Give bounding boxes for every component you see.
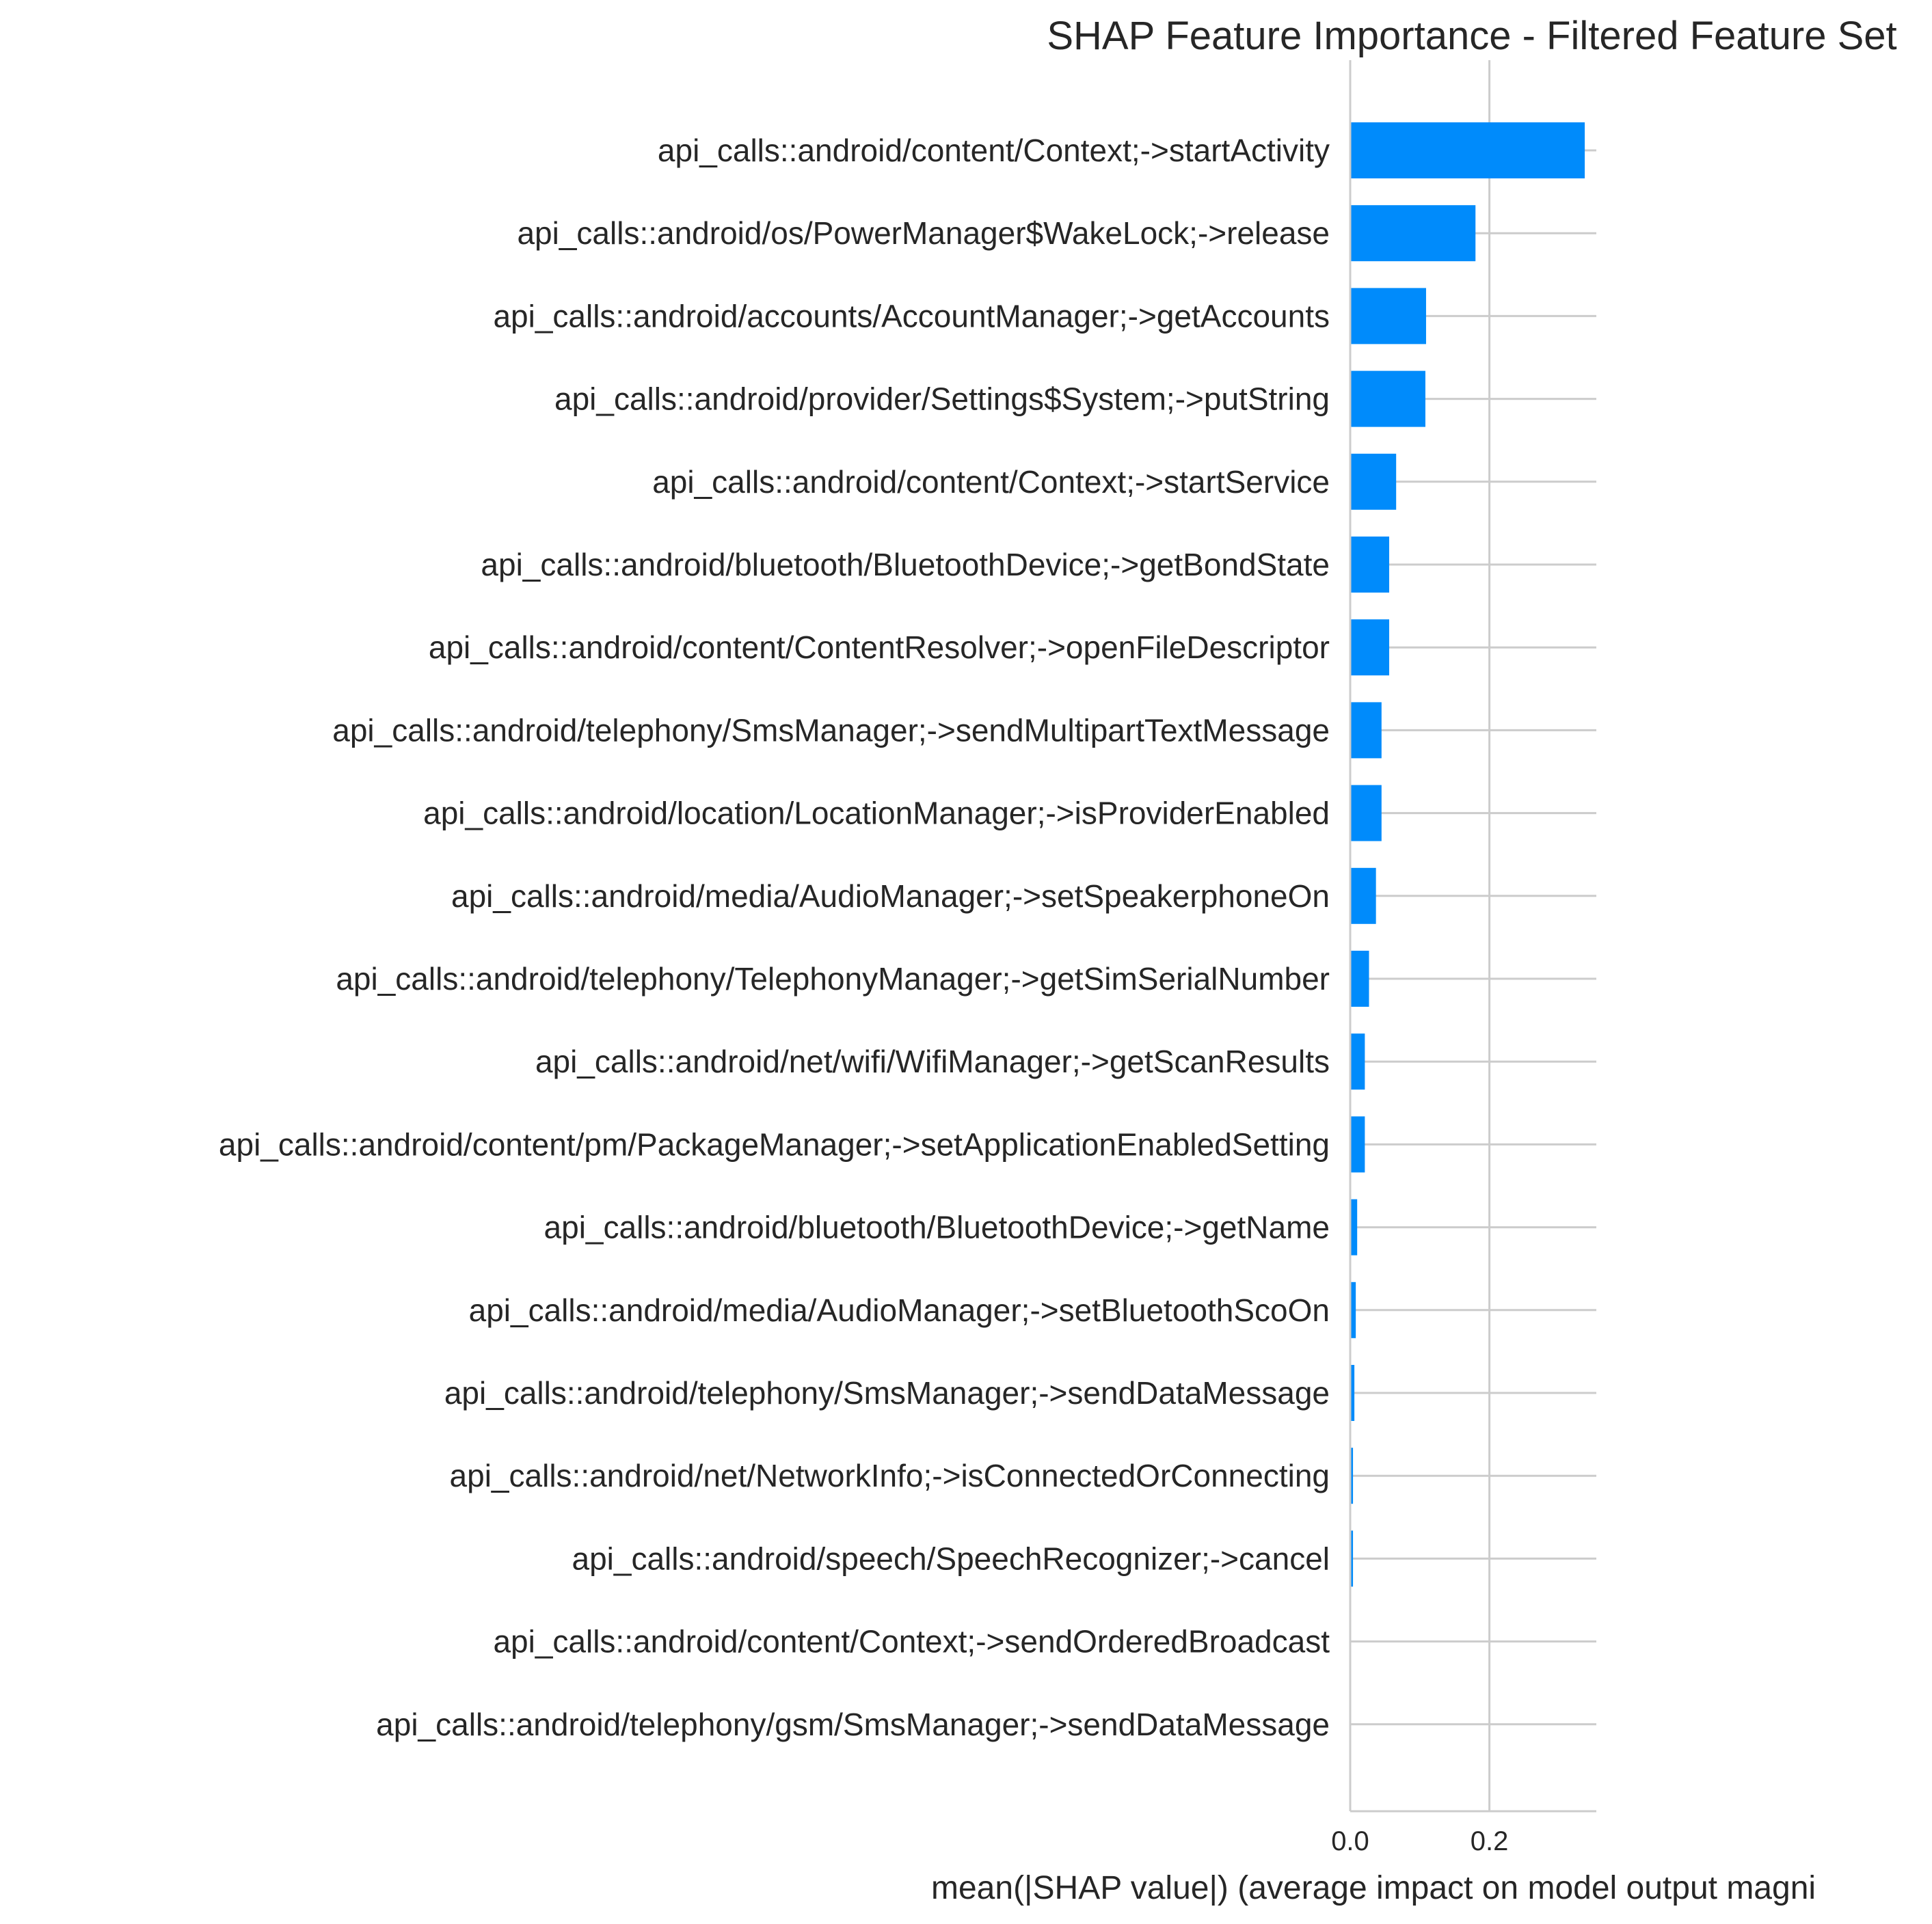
feature-label: api_calls::android/media/AudioManager;->… (451, 878, 1330, 914)
bar (1350, 122, 1585, 178)
feature-label: api_calls::android/telephony/SmsManager;… (444, 1375, 1330, 1411)
feature-label: api_calls::android/provider/Settings$Sys… (554, 381, 1330, 417)
chart-title: SHAP Feature Importance - Filtered Featu… (1047, 14, 1896, 58)
bar (1350, 1530, 1354, 1587)
feature-label: api_calls::android/telephony/SmsManager;… (332, 712, 1330, 748)
feature-label: api_calls::android/content/pm/PackageMan… (219, 1126, 1330, 1162)
bar (1350, 537, 1390, 593)
feature-label: api_calls::android/telephony/gsm/SmsMana… (376, 1707, 1330, 1742)
bar (1350, 1116, 1365, 1173)
feature-label: api_calls::android/media/AudioManager;->… (469, 1292, 1330, 1328)
x-axis-label: mean(|SHAP value|) (average impact on mo… (931, 1870, 1816, 1906)
bar (1350, 702, 1382, 759)
bars (1350, 122, 1585, 1752)
feature-label: api_calls::android/os/PowerManager$WakeL… (517, 215, 1330, 251)
x-tick-label: 0.2 (1471, 1826, 1509, 1856)
feature-label: api_calls::android/bluetooth/BluetoothDe… (481, 547, 1330, 582)
bar (1350, 619, 1390, 676)
bar (1350, 205, 1476, 262)
feature-labels: api_calls::android/content/Context;->sta… (219, 133, 1330, 1742)
bar (1350, 1282, 1356, 1338)
bar (1350, 370, 1425, 427)
feature-label: api_calls::android/content/Context;->sta… (652, 464, 1330, 500)
feature-label: api_calls::android/content/Context;->sta… (658, 133, 1330, 168)
bar (1350, 1448, 1354, 1504)
x-tick-label: 0.0 (1331, 1826, 1369, 1856)
bar (1350, 951, 1369, 1007)
feature-label: api_calls::android/net/wifi/WifiManager;… (535, 1044, 1330, 1079)
feature-label: api_calls::android/telephony/TelephonyMa… (336, 961, 1330, 997)
feature-label: api_calls::android/location/LocationMana… (423, 796, 1330, 831)
bar (1350, 453, 1397, 510)
feature-label: api_calls::android/content/ContentResolv… (429, 629, 1330, 665)
bar (1350, 288, 1426, 344)
bar (1350, 785, 1382, 841)
feature-label: api_calls::android/bluetooth/BluetoothDe… (544, 1210, 1330, 1245)
bar (1350, 867, 1376, 924)
feature-label: api_calls::android/content/Context;->sen… (493, 1624, 1330, 1659)
bar (1350, 1199, 1358, 1256)
feature-label: api_calls::android/speech/SpeechRecogniz… (572, 1541, 1330, 1576)
feature-label: api_calls::android/accounts/AccountManag… (493, 298, 1330, 334)
x-ticks: 0.0 0.2 (1331, 1826, 1508, 1856)
feature-label: api_calls::android/net/NetworkInfo;->isC… (450, 1458, 1330, 1493)
bar (1350, 1365, 1355, 1421)
bar (1350, 1033, 1365, 1090)
